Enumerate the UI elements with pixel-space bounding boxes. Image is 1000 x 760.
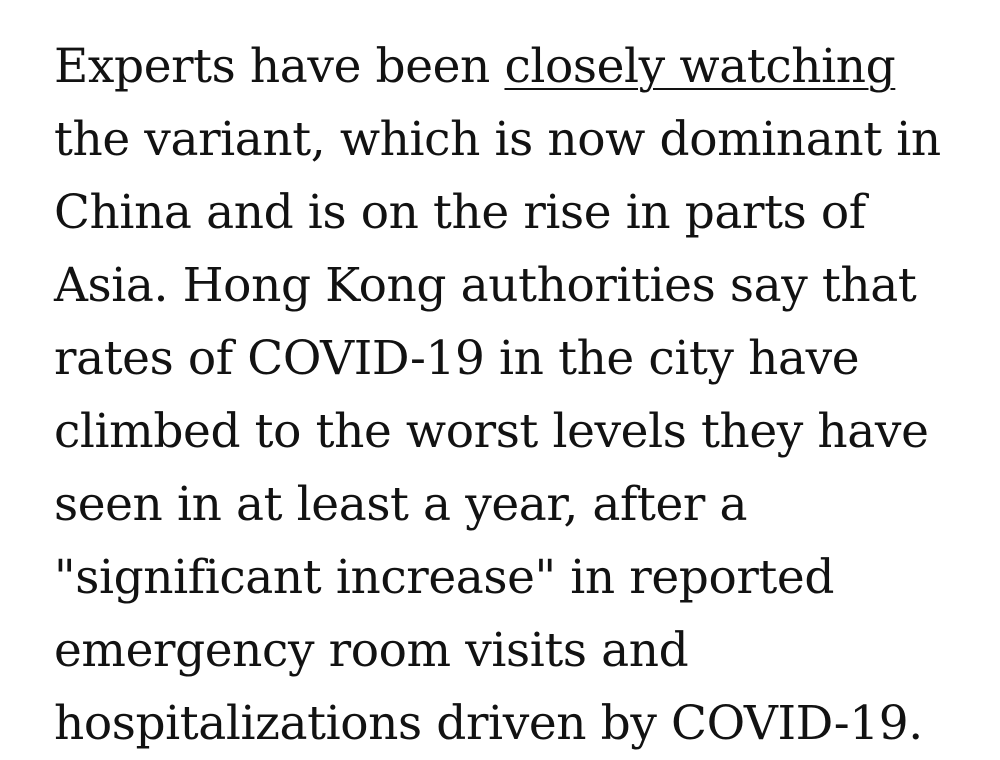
paragraph-line-6: climbed to the worst levels they have [54, 404, 929, 459]
paragraph-line-1: Experts have been closely watching [54, 30, 974, 103]
paragraph-line-7: seen in at least a year, after a [54, 477, 748, 532]
paragraph-line-4: Asia. Hong Kong authorities say that [54, 258, 917, 313]
closely-watching-link[interactable]: closely watching [504, 39, 896, 94]
article-paragraph: Experts have been closely watching the v… [54, 30, 974, 760]
paragraph-line-2: the variant, which is now dominant in [54, 112, 941, 167]
paragraph-line-10: hospitalizations driven by COVID-19. [54, 696, 923, 751]
paragraph-line-9: emergency room visits and [54, 623, 689, 678]
paragraph-line-3: China and is on the rise in parts of [54, 185, 866, 240]
paragraph-line-8: "significant increase" in reported [54, 550, 835, 605]
paragraph-text-before-link: Experts have been [54, 39, 505, 94]
paragraph-line-5: rates of COVID-19 in the city have [54, 331, 860, 386]
